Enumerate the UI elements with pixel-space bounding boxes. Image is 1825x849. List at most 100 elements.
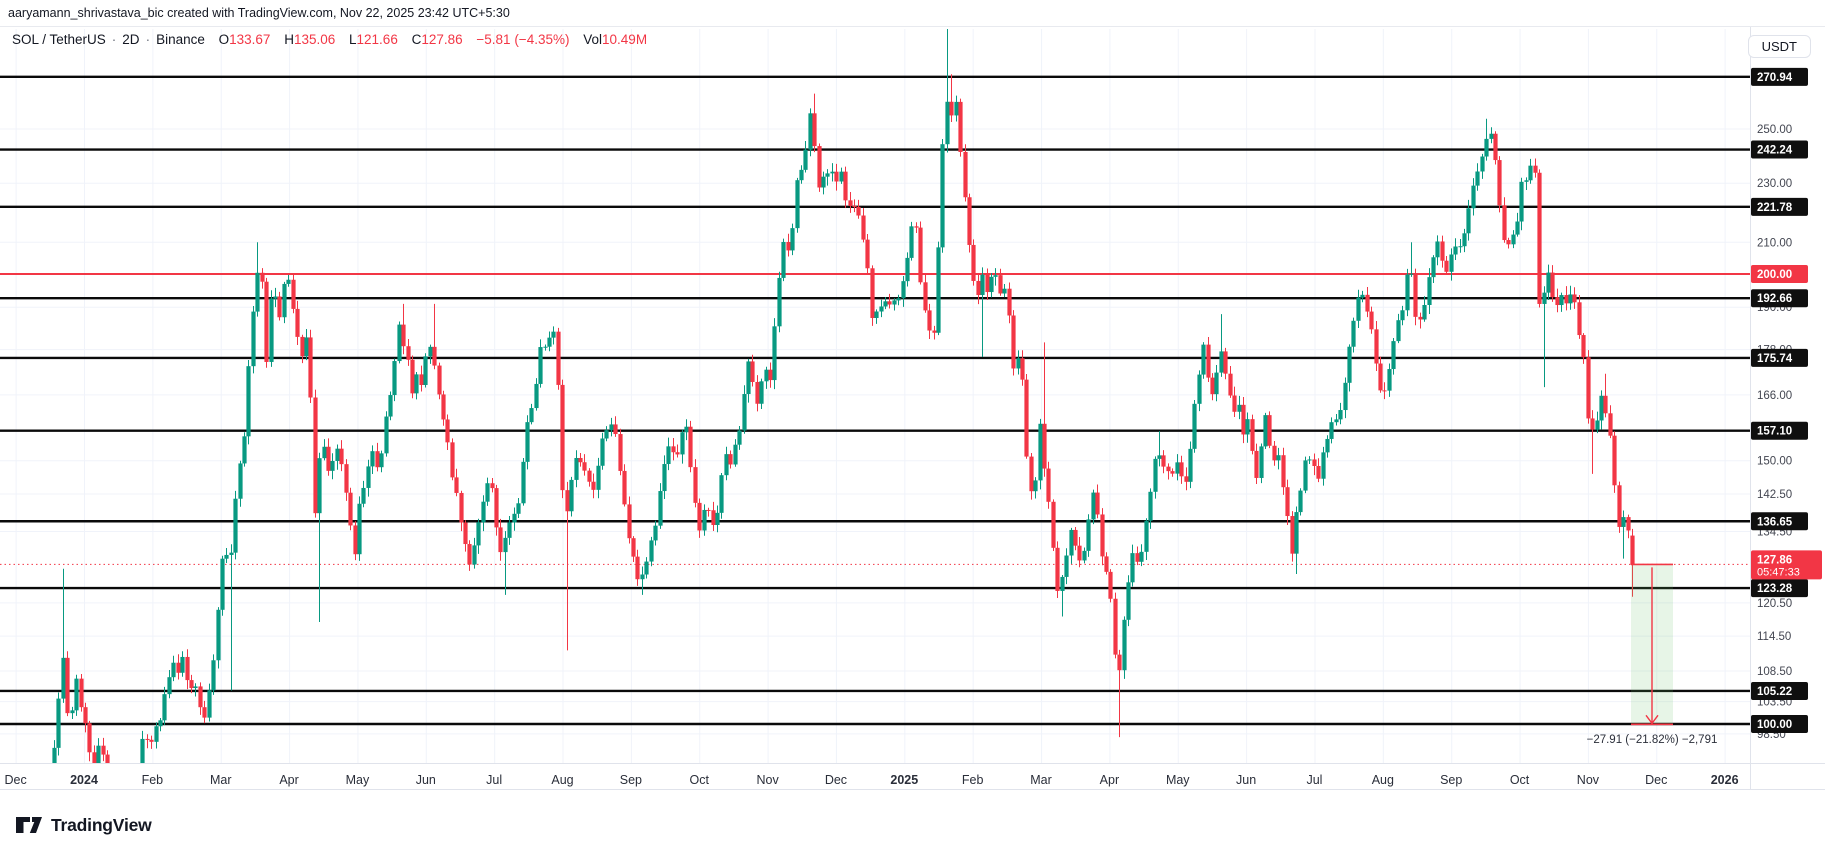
candle-body bbox=[1502, 205, 1507, 241]
candle-body bbox=[1122, 619, 1127, 671]
candle-body bbox=[304, 337, 309, 357]
candle-body bbox=[432, 346, 437, 366]
candle-body bbox=[706, 509, 711, 511]
tradingview-logo-icon[interactable] bbox=[14, 814, 44, 836]
candle-body bbox=[963, 151, 968, 198]
time-scale-drag-area[interactable] bbox=[0, 764, 1750, 789]
candle-body bbox=[1453, 246, 1458, 255]
candle-body bbox=[1400, 310, 1405, 321]
candle-body bbox=[1166, 466, 1171, 472]
candle-body bbox=[799, 169, 804, 181]
candle-body bbox=[711, 510, 716, 525]
candle-body bbox=[1170, 471, 1175, 474]
candle-body bbox=[1356, 297, 1361, 321]
price-level-pill: 100.00 bbox=[1751, 715, 1808, 733]
candle-body bbox=[207, 690, 212, 718]
candle-body bbox=[1440, 241, 1445, 261]
price-level-pill: 175.74 bbox=[1751, 348, 1808, 367]
candle-body bbox=[534, 383, 539, 409]
candle-body bbox=[1307, 459, 1312, 461]
price-scale-drag-area[interactable] bbox=[1751, 27, 1825, 789]
candle-body bbox=[1113, 598, 1118, 655]
time-tick-month: Jun bbox=[416, 773, 436, 787]
candle-body bbox=[817, 146, 822, 188]
candle-body bbox=[1210, 377, 1215, 395]
candle-body bbox=[569, 479, 574, 512]
candle-body bbox=[1405, 274, 1410, 311]
candle-body bbox=[865, 239, 870, 269]
candle-body bbox=[688, 426, 693, 468]
candle-body bbox=[233, 498, 238, 553]
candle-body bbox=[1237, 404, 1242, 412]
candle-body bbox=[1444, 260, 1449, 272]
candle-body bbox=[185, 656, 190, 681]
candle-body bbox=[1086, 519, 1091, 551]
candle-body bbox=[512, 513, 517, 523]
candle-body bbox=[918, 227, 923, 283]
candle-body bbox=[485, 483, 490, 502]
candle-body bbox=[1161, 455, 1166, 467]
candle-body bbox=[361, 487, 366, 504]
candle-body bbox=[1621, 517, 1626, 527]
close-label: C bbox=[411, 32, 422, 47]
candle-body bbox=[176, 662, 181, 673]
candle-body bbox=[1285, 487, 1290, 517]
svg-text:136.65: 136.65 bbox=[1757, 516, 1793, 528]
candle-body bbox=[344, 464, 349, 493]
low-value: 121.66 bbox=[356, 32, 398, 47]
candle-body bbox=[1108, 571, 1113, 599]
candle-body bbox=[1294, 512, 1299, 554]
candlestick-series bbox=[52, 29, 1635, 763]
candle-body bbox=[437, 365, 442, 395]
attribution-text: aaryamann_shrivastava_bic created with T… bbox=[8, 6, 510, 20]
candle-body bbox=[852, 205, 857, 207]
candle-body bbox=[357, 503, 362, 555]
candle-body bbox=[715, 512, 720, 525]
candle-body bbox=[1568, 294, 1573, 304]
candle-body bbox=[414, 374, 419, 394]
candle-body bbox=[1343, 382, 1348, 411]
candle-body bbox=[684, 426, 689, 433]
candle-body bbox=[216, 609, 221, 661]
candle-body bbox=[1528, 165, 1533, 181]
price-tick-label: 150.00 bbox=[1757, 456, 1792, 468]
candle-body bbox=[322, 446, 327, 459]
interval-label[interactable]: 2D bbox=[122, 32, 140, 47]
candle-body bbox=[445, 419, 450, 443]
close-value: 127.86 bbox=[421, 32, 463, 47]
candle-body bbox=[1382, 390, 1387, 392]
tradingview-logo-text[interactable]: TradingView bbox=[51, 814, 152, 835]
candle-body bbox=[772, 326, 777, 381]
candle-body bbox=[1100, 514, 1105, 557]
price-tick-label: 108.50 bbox=[1757, 666, 1792, 678]
attribution-bar: aaryamann_shrivastava_bic created with T… bbox=[0, 0, 1825, 27]
candle-body bbox=[1515, 221, 1520, 235]
candle-body bbox=[993, 275, 998, 277]
candle-body bbox=[1378, 363, 1383, 391]
time-tick-month: Dec bbox=[1645, 773, 1667, 787]
candle-body bbox=[56, 698, 61, 748]
candle-body bbox=[604, 430, 609, 439]
candle-body bbox=[65, 657, 70, 714]
candle-body bbox=[1458, 246, 1463, 248]
candle-body bbox=[1046, 468, 1051, 502]
candle-body bbox=[375, 451, 380, 468]
high-label: H bbox=[284, 32, 294, 47]
candle-body bbox=[1396, 320, 1401, 342]
candle-body bbox=[649, 540, 654, 562]
candle-body bbox=[74, 678, 79, 711]
candle-body bbox=[498, 527, 503, 553]
candle-body bbox=[1431, 257, 1436, 278]
candle-body bbox=[1590, 418, 1595, 430]
candle-body bbox=[1223, 351, 1228, 374]
chart-canvas[interactable]: −27.91 (−21.82%) −2,791 250.00 230.00 210.0… bbox=[0, 27, 1825, 790]
candle-body bbox=[839, 171, 844, 182]
candle-body bbox=[613, 424, 618, 435]
price-scale: 250.00230.00210.00190.00178.00166.00150.… bbox=[1750, 27, 1822, 789]
candle-body bbox=[1184, 476, 1189, 482]
candle-body bbox=[1241, 404, 1246, 435]
symbol-title[interactable]: SOL / TetherUS bbox=[12, 32, 106, 47]
measure-drawing[interactable]: −27.91 (−21.82%) −2,791 bbox=[1587, 563, 1718, 746]
candle-body bbox=[551, 331, 556, 338]
currency-unit-button[interactable]: USDT bbox=[1747, 35, 1811, 58]
